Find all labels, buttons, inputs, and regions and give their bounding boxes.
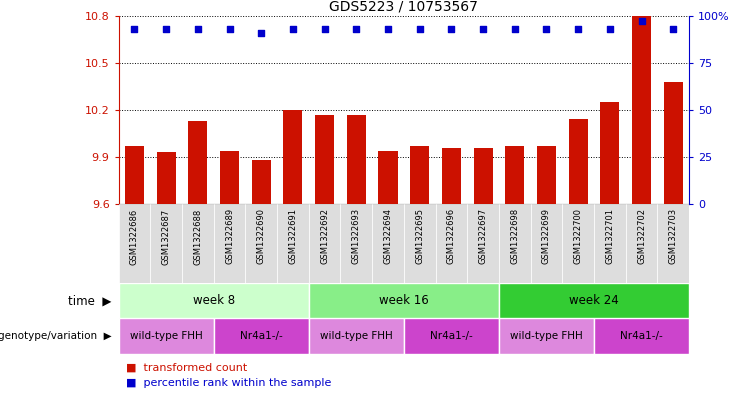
Text: week 24: week 24 bbox=[569, 294, 619, 307]
Bar bbox=[277, 204, 309, 283]
Text: Nr4a1-/-: Nr4a1-/- bbox=[240, 331, 282, 341]
Text: GSM1322688: GSM1322688 bbox=[193, 208, 202, 264]
Text: GSM1322691: GSM1322691 bbox=[288, 208, 297, 264]
Bar bbox=[119, 318, 213, 354]
Bar bbox=[188, 121, 207, 204]
Bar bbox=[468, 204, 499, 283]
Point bbox=[350, 26, 362, 32]
Text: GSM1322690: GSM1322690 bbox=[256, 208, 266, 264]
Bar bbox=[156, 152, 176, 204]
Text: GSM1322686: GSM1322686 bbox=[130, 208, 139, 264]
Bar bbox=[625, 204, 657, 283]
Text: GSM1322697: GSM1322697 bbox=[479, 208, 488, 264]
Bar bbox=[372, 204, 404, 283]
Point bbox=[287, 26, 299, 32]
Bar bbox=[404, 318, 499, 354]
Bar bbox=[600, 102, 619, 204]
Point bbox=[128, 26, 140, 32]
Bar bbox=[315, 115, 334, 204]
Point bbox=[413, 26, 425, 32]
Point bbox=[636, 18, 648, 24]
Bar bbox=[347, 115, 366, 204]
Text: genotype/variation  ▶: genotype/variation ▶ bbox=[0, 331, 111, 341]
Bar bbox=[309, 318, 404, 354]
Bar bbox=[632, 16, 651, 204]
Bar bbox=[499, 283, 689, 318]
Bar bbox=[213, 318, 309, 354]
Point bbox=[224, 26, 236, 32]
Text: GSM1322692: GSM1322692 bbox=[320, 208, 329, 264]
Text: GSM1322698: GSM1322698 bbox=[511, 208, 519, 264]
Point bbox=[192, 26, 204, 32]
Text: time  ▶: time ▶ bbox=[67, 294, 111, 307]
Point bbox=[319, 26, 330, 32]
Bar bbox=[119, 283, 309, 318]
Point bbox=[509, 26, 521, 32]
Bar bbox=[283, 110, 302, 204]
Point bbox=[382, 26, 394, 32]
Bar bbox=[531, 204, 562, 283]
Text: GSM1322703: GSM1322703 bbox=[669, 208, 678, 264]
Bar bbox=[505, 146, 525, 204]
Text: GSM1322696: GSM1322696 bbox=[447, 208, 456, 264]
Bar bbox=[436, 204, 468, 283]
Bar bbox=[657, 204, 689, 283]
Bar bbox=[411, 146, 429, 204]
Title: GDS5223 / 10753567: GDS5223 / 10753567 bbox=[330, 0, 478, 13]
Text: wild-type FHH: wild-type FHH bbox=[510, 331, 583, 341]
Bar bbox=[182, 204, 213, 283]
Text: ■  percentile rank within the sample: ■ percentile rank within the sample bbox=[126, 378, 331, 388]
Bar bbox=[220, 151, 239, 204]
Text: GSM1322702: GSM1322702 bbox=[637, 208, 646, 264]
Point bbox=[445, 26, 457, 32]
Bar bbox=[379, 151, 397, 204]
Text: Nr4a1-/-: Nr4a1-/- bbox=[620, 331, 663, 341]
Bar bbox=[594, 318, 689, 354]
Bar bbox=[213, 204, 245, 283]
Bar bbox=[119, 204, 150, 283]
Bar bbox=[340, 204, 372, 283]
Text: GSM1322694: GSM1322694 bbox=[384, 208, 393, 264]
Text: wild-type FHH: wild-type FHH bbox=[130, 331, 202, 341]
Bar bbox=[499, 204, 531, 283]
Text: Nr4a1-/-: Nr4a1-/- bbox=[430, 331, 473, 341]
Bar bbox=[125, 146, 144, 204]
Text: GSM1322689: GSM1322689 bbox=[225, 208, 234, 264]
Bar bbox=[309, 204, 340, 283]
Point bbox=[604, 26, 616, 32]
Point bbox=[255, 29, 267, 36]
Bar bbox=[499, 318, 594, 354]
Text: wild-type FHH: wild-type FHH bbox=[320, 331, 393, 341]
Bar bbox=[150, 204, 182, 283]
Text: week 8: week 8 bbox=[193, 294, 235, 307]
Bar bbox=[568, 119, 588, 204]
Point bbox=[160, 26, 172, 32]
Bar bbox=[442, 148, 461, 204]
Bar bbox=[309, 283, 499, 318]
Bar bbox=[245, 204, 277, 283]
Text: ■  transformed count: ■ transformed count bbox=[126, 362, 247, 373]
Text: GSM1322687: GSM1322687 bbox=[162, 208, 170, 264]
Text: GSM1322699: GSM1322699 bbox=[542, 208, 551, 264]
Point bbox=[540, 26, 552, 32]
Text: GSM1322695: GSM1322695 bbox=[415, 208, 424, 264]
Bar bbox=[404, 204, 436, 283]
Bar bbox=[594, 204, 625, 283]
Text: week 16: week 16 bbox=[379, 294, 429, 307]
Text: GSM1322693: GSM1322693 bbox=[352, 208, 361, 264]
Text: GSM1322700: GSM1322700 bbox=[574, 208, 582, 264]
Bar bbox=[562, 204, 594, 283]
Text: GSM1322701: GSM1322701 bbox=[605, 208, 614, 264]
Bar bbox=[664, 82, 682, 204]
Point bbox=[572, 26, 584, 32]
Bar bbox=[473, 148, 493, 204]
Point bbox=[477, 26, 489, 32]
Point bbox=[668, 26, 679, 32]
Bar bbox=[537, 146, 556, 204]
Bar bbox=[252, 160, 270, 204]
